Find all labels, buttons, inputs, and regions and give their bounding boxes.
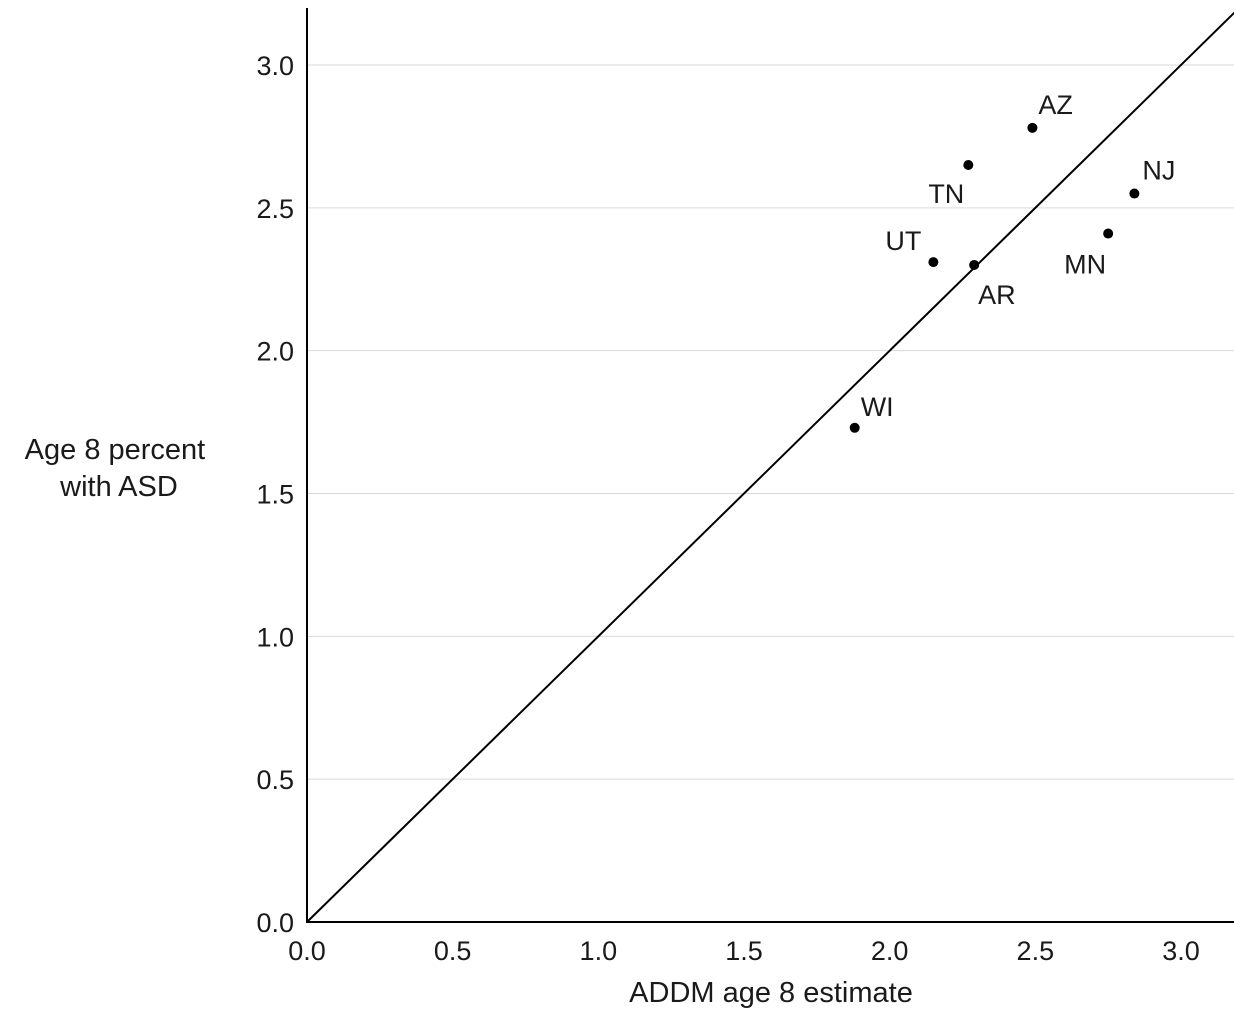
y-tick-label: 1.5 <box>256 480 294 510</box>
point-label-ut: UT <box>885 226 921 256</box>
axes <box>306 8 1234 923</box>
x-tick-labels: 0.0 0.5 1.0 1.5 2.0 2.5 3.0 <box>288 936 1200 966</box>
point-label-ar: AR <box>978 280 1016 310</box>
y-tick-label: 2.5 <box>256 194 294 224</box>
data-point-nj <box>1129 188 1140 199</box>
x-tick-label: 1.0 <box>580 936 618 966</box>
point-label-mn: MN <box>1064 250 1106 280</box>
point-label-wi: WI <box>861 392 894 422</box>
x-tick-label: 2.0 <box>871 936 909 966</box>
y-tick-label: 1.0 <box>256 622 294 652</box>
x-tick-label: 0.0 <box>288 936 326 966</box>
y-axis-title-line-1: Age 8 percent <box>25 434 206 466</box>
x-tick-label: 3.0 <box>1162 936 1200 966</box>
y-tick-label: 3.0 <box>256 51 294 81</box>
data-point-wi <box>849 422 860 433</box>
point-label-nj: NJ <box>1142 156 1175 186</box>
y-tick-label: 0.0 <box>256 908 294 938</box>
y-axis-title: Age 8 percent with ASD <box>25 434 214 503</box>
x-tick-label: 2.5 <box>1017 936 1055 966</box>
data-points: AZ TN NJ MN UT AR WI <box>849 90 1175 433</box>
data-point-tn <box>963 159 974 170</box>
y-tick-label: 2.0 <box>256 337 294 367</box>
point-label-az: AZ <box>1038 90 1073 120</box>
y-axis-title-line-2: with ASD <box>59 471 178 503</box>
data-point-ut <box>928 257 939 268</box>
data-point-az <box>1027 122 1038 133</box>
point-label-tn: TN <box>928 179 964 209</box>
y-tick-labels: 0.0 0.5 1.0 1.5 2.0 2.5 3.0 <box>256 51 294 938</box>
x-tick-label: 1.5 <box>725 936 763 966</box>
reference-line <box>306 11 1234 923</box>
data-point-mn <box>1103 228 1114 239</box>
x-tick-label: 0.5 <box>434 936 472 966</box>
reference-line-group <box>306 11 1234 923</box>
x-axis-title: ADDM age 8 estimate <box>629 977 913 1009</box>
data-point-ar <box>969 259 980 270</box>
grid-lines <box>307 64 1234 780</box>
y-tick-label: 0.5 <box>256 765 294 795</box>
